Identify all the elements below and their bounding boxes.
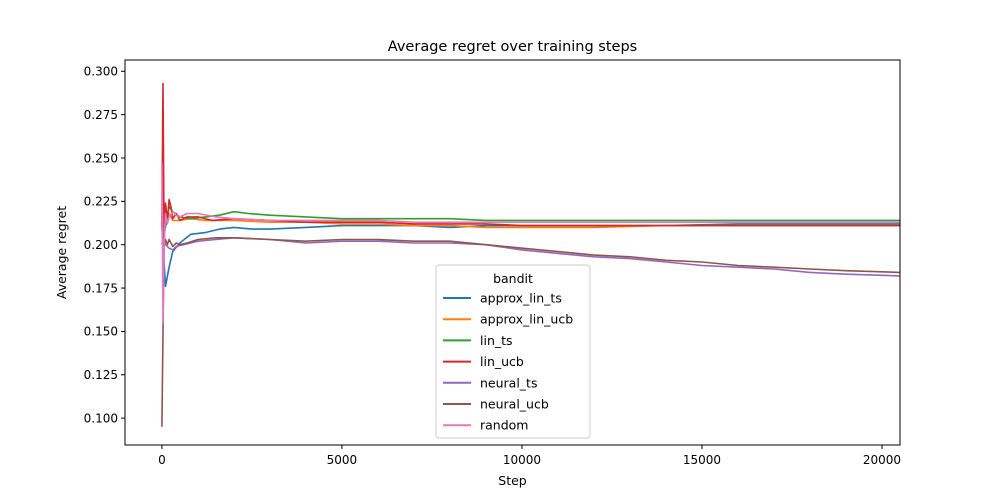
series-line-approx-lin-ucb (161, 209, 900, 229)
legend-label-neural-ucb: neural_ucb (480, 397, 549, 412)
y-tick-label: 0.100 (84, 411, 118, 425)
y-tick-label: 0.175 (84, 281, 118, 295)
y-tick-label: 0.300 (84, 65, 118, 79)
series-line-neural-ucb (161, 237, 901, 427)
x-axis-ticks: 0 5000 10000 15000 20000 (158, 445, 901, 467)
legend-label-random: random (480, 418, 528, 433)
y-tick-label: 0.150 (84, 325, 118, 339)
x-tick-label: 15000 (683, 453, 721, 467)
legend-label-lin-ucb: lin_ucb (480, 354, 524, 369)
y-tick-label: 0.125 (84, 368, 118, 382)
y-tick-label: 0.225 (84, 195, 118, 209)
legend-box (435, 264, 591, 439)
chart-title: Average regret over training steps (388, 39, 637, 55)
plot-frame (124, 59, 901, 446)
legend-label-neural-ts: neural_ts (480, 375, 537, 390)
x-tick-label: 0 (158, 453, 166, 467)
x-tick-label: 5000 (327, 453, 358, 467)
series-line-random (161, 163, 900, 324)
y-tick-label: 0.275 (84, 108, 118, 122)
y-axis-ticks: 0.100 0.125 0.150 0.175 0.200 0.225 0.250 0.275… (84, 65, 125, 425)
plot-lines (161, 82, 901, 427)
legend-label-lin-ts: lin_ts (480, 333, 513, 348)
x-tick-label: 10000 (503, 453, 541, 467)
legend-title: bandit (493, 271, 533, 286)
x-axis-label: Step (498, 473, 527, 488)
legend: bandit approx_lin_ts approx_lin_ucb lin_ts… (435, 264, 591, 439)
y-axis-label: Average regret (54, 206, 69, 299)
y-tick-label: 0.250 (84, 151, 118, 165)
y-tick-label: 0.200 (84, 238, 118, 252)
legend-label-approx-lin-ts: approx_lin_ts (480, 291, 562, 306)
legend-entries: approx_lin_ts approx_lin_ucb lin_ts lin_ucb… (443, 291, 573, 433)
x-tick-label: 20000 (863, 453, 901, 467)
series-line-neural-ts (161, 235, 901, 277)
legend-label-approx-lin-ucb: approx_lin_ucb (480, 312, 573, 327)
